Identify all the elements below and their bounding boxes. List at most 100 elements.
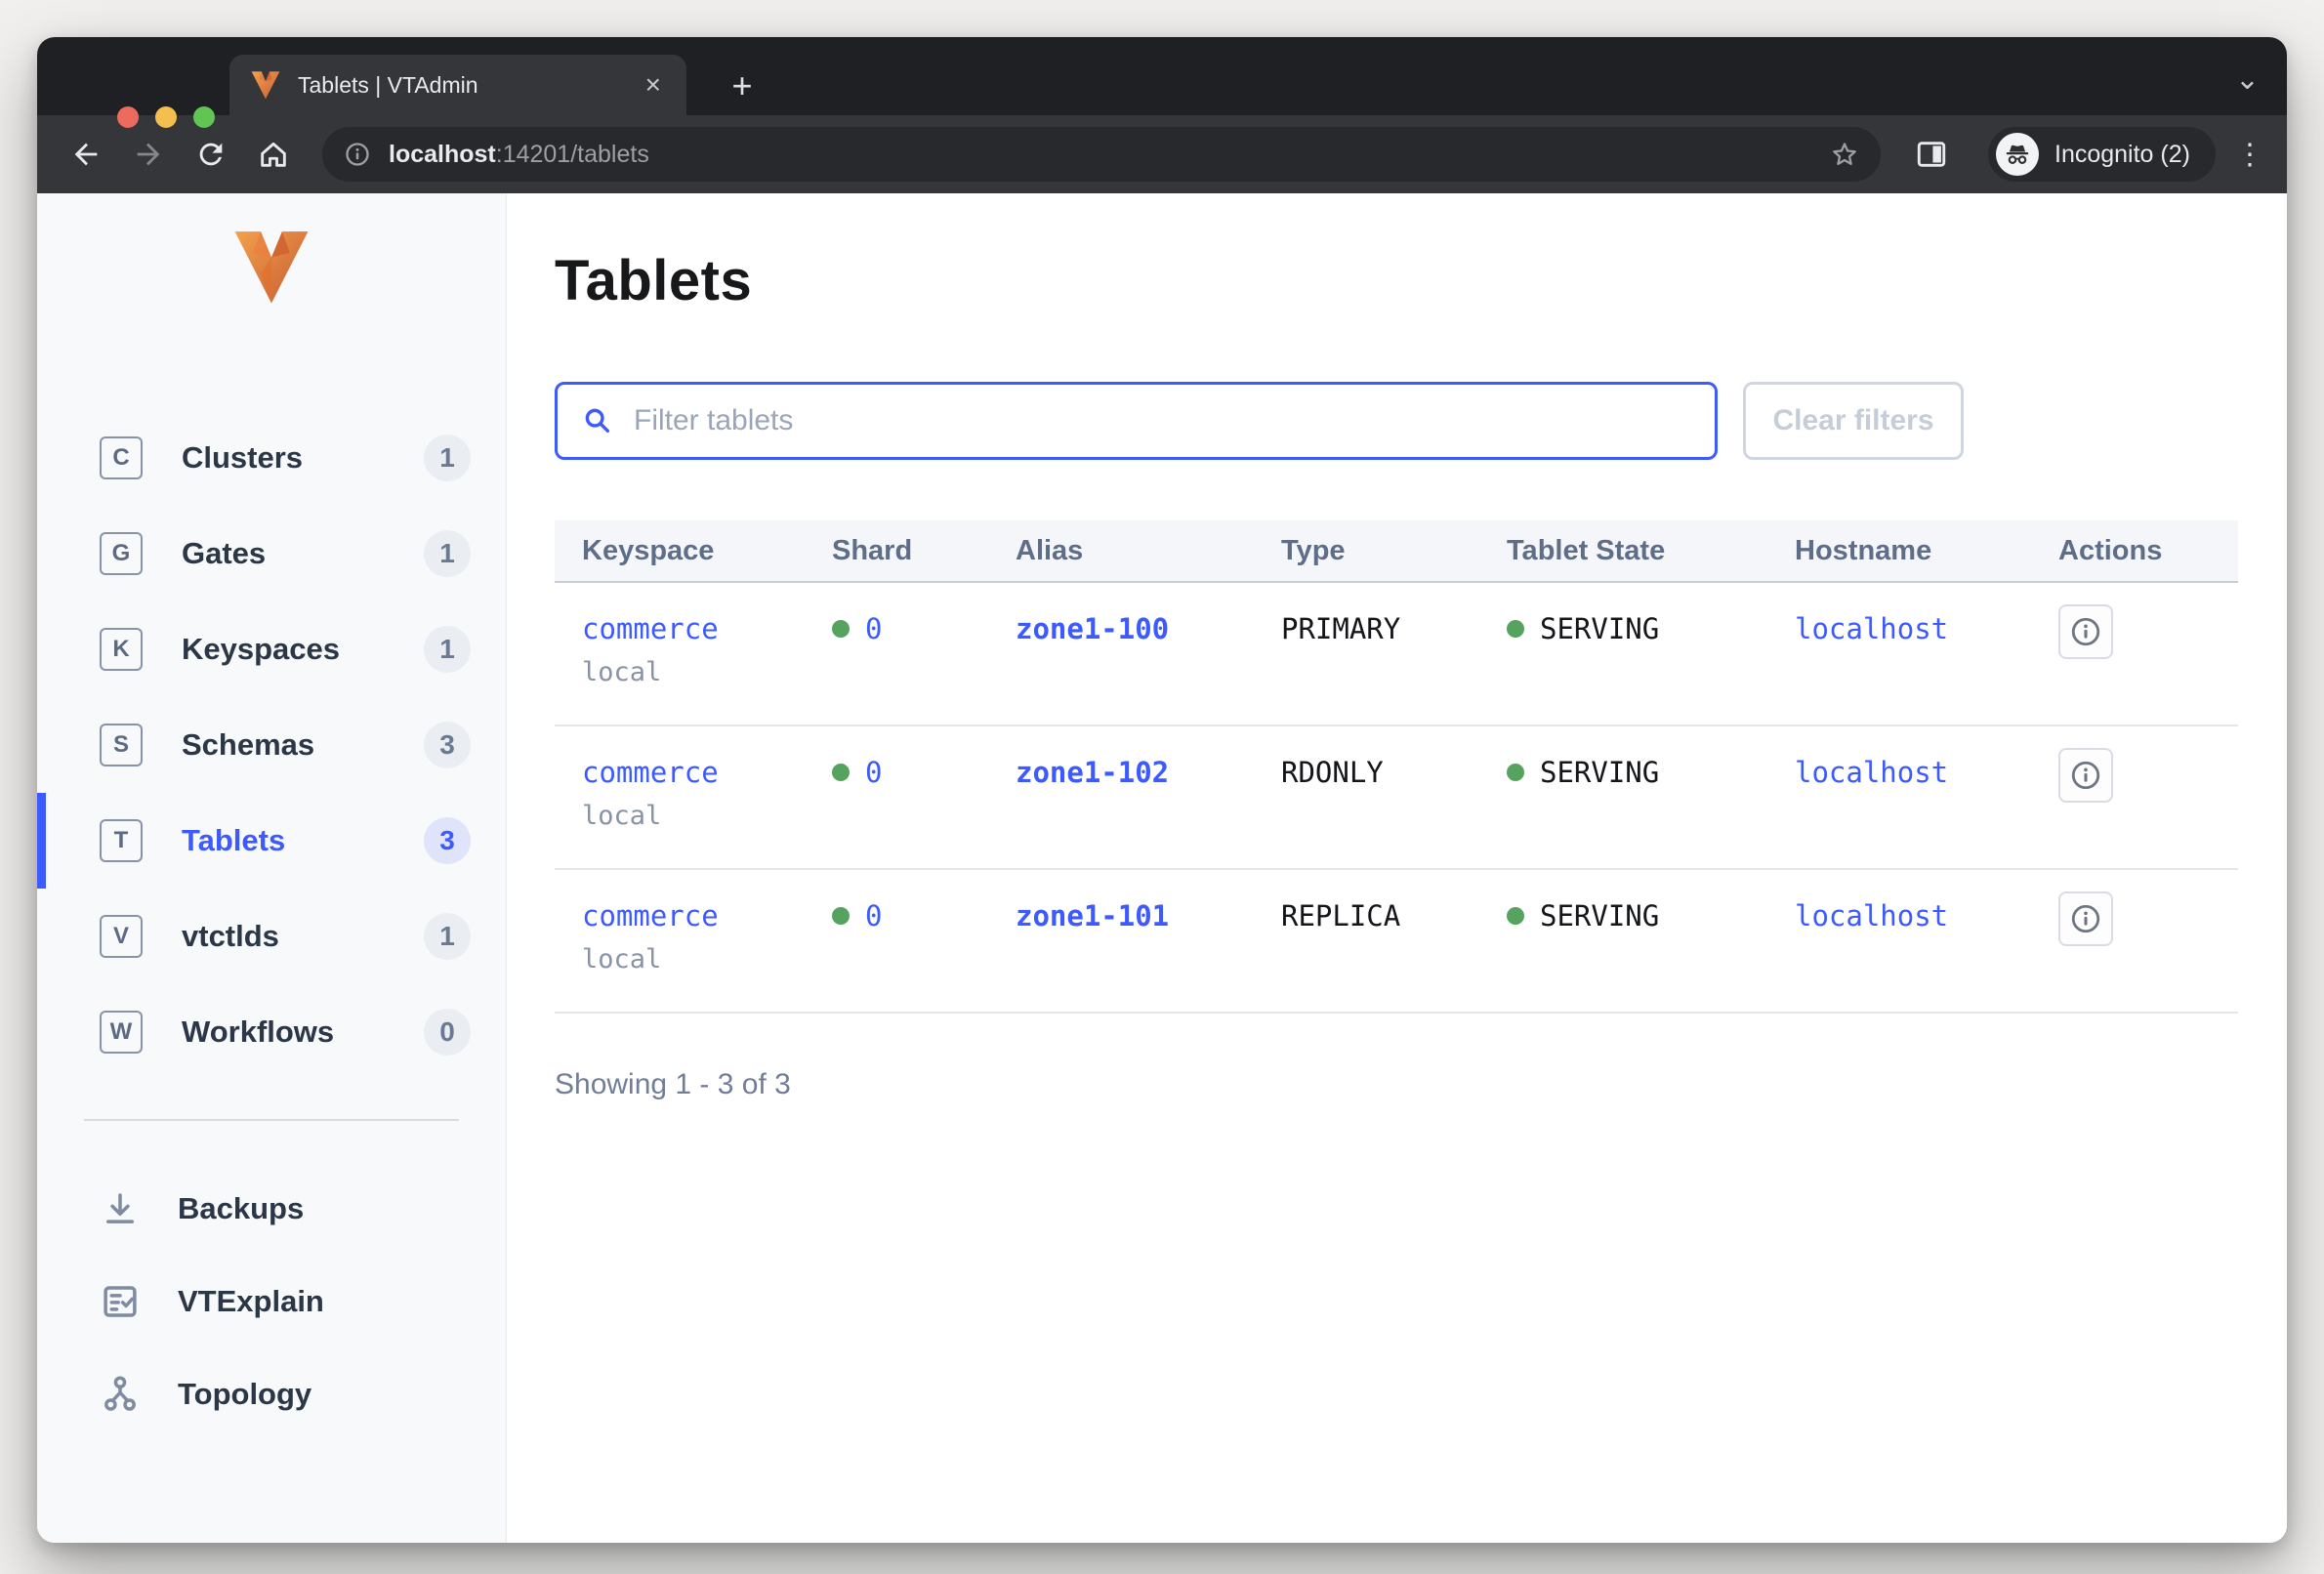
- keyspace-link[interactable]: commerce: [582, 756, 719, 789]
- shard-link[interactable]: 0: [865, 899, 883, 932]
- browser-menu-button[interactable]: ⋮: [2234, 138, 2264, 171]
- sidebar-item-label: Schemas: [182, 727, 315, 762]
- alias-cell: zone1-101: [988, 899, 1254, 932]
- tablet-info-button[interactable]: [2058, 604, 2113, 659]
- shard-cell: 0: [805, 756, 988, 789]
- alias-link[interactable]: zone1-101: [1016, 899, 1170, 932]
- reload-button[interactable]: [184, 127, 238, 182]
- sidebar-item-schemas[interactable]: S Schemas 3: [37, 697, 506, 793]
- sidebar-item-label: Workflows: [182, 1015, 335, 1049]
- close-window-button[interactable]: [117, 106, 139, 128]
- sidebar-item-label: VTExplain: [178, 1283, 324, 1318]
- column-header-shard: Shard: [832, 534, 913, 566]
- alias-link[interactable]: zone1-100: [1016, 612, 1170, 645]
- cluster-label: local: [582, 657, 662, 687]
- sidebar-item-keyspaces[interactable]: K Keyspaces 1: [37, 601, 506, 697]
- clusters-letter-icon: C: [100, 436, 143, 479]
- column-header-tablet-state: Tablet State: [1507, 534, 1666, 566]
- side-panel-icon: [1917, 142, 1946, 167]
- minimize-window-button[interactable]: [155, 106, 177, 128]
- shard-link[interactable]: 0: [865, 756, 883, 789]
- traffic-lights: [117, 106, 215, 128]
- incognito-label: Incognito (2): [2054, 140, 2190, 168]
- column-header-alias: Alias: [1016, 534, 1084, 566]
- table-row: commerce local 0 zone1-100 PRIMARY SERVI…: [555, 583, 2238, 726]
- table-header-row: Keyspace Shard Alias Type Tablet State H…: [555, 520, 2238, 583]
- alias-link[interactable]: zone1-102: [1016, 756, 1170, 789]
- sidebar-item-backups[interactable]: Backups: [37, 1162, 506, 1255]
- type-cell: PRIMARY: [1281, 612, 1401, 645]
- gates-letter-icon: G: [100, 532, 143, 575]
- filter-input-wrapper: [555, 382, 1718, 460]
- cluster-label: local: [582, 944, 662, 974]
- bookmark-star-icon[interactable]: [1830, 140, 1859, 169]
- side-panel-button[interactable]: [1904, 127, 1959, 182]
- tablets-table: Keyspace Shard Alias Type Tablet State H…: [555, 520, 2238, 1014]
- hostname-link[interactable]: localhost: [1795, 899, 1949, 932]
- back-button[interactable]: [59, 127, 113, 182]
- reload-icon: [199, 143, 223, 166]
- address-bar[interactable]: localhost:14201/tablets: [322, 127, 1881, 182]
- alias-cell: zone1-102: [988, 756, 1254, 789]
- workflows-letter-icon: W: [100, 1011, 143, 1054]
- shard-link[interactable]: 0: [865, 612, 883, 645]
- tablet-state-label: SERVING: [1540, 899, 1660, 932]
- selected-indicator: [37, 793, 46, 889]
- sidebar: C Clusters 1 G Gates 1 K Keyspaces 1: [37, 193, 507, 1543]
- new-tab-button[interactable]: +: [731, 65, 753, 105]
- keyspace-cell: commerce local: [555, 899, 805, 974]
- main-content: Tablets Clear filters Keyspace Shard Ali…: [507, 193, 2287, 1543]
- column-header-hostname: Hostname: [1795, 534, 1932, 566]
- topology-icon: [104, 1375, 136, 1411]
- sidebar-item-vtctlds[interactable]: V vtctlds 1: [37, 889, 506, 984]
- home-button[interactable]: [246, 127, 301, 182]
- table-row: commerce local 0 zone1-102 RDONLY SERVIN…: [555, 726, 2238, 870]
- cluster-label: local: [582, 801, 662, 831]
- count-badge: 0: [424, 1009, 471, 1056]
- tablet-state-cell: SERVING: [1479, 612, 1767, 645]
- tablet-state-label: SERVING: [1540, 756, 1660, 789]
- browser-toolbar: localhost:14201/tablets Incognit: [37, 115, 2287, 193]
- maximize-window-button[interactable]: [193, 106, 215, 128]
- sidebar-item-label: Clusters: [182, 440, 304, 475]
- sidebar-item-clusters[interactable]: C Clusters 1: [37, 410, 506, 506]
- back-arrow-icon: [74, 143, 98, 166]
- sidebar-item-tablets[interactable]: T Tablets 3: [37, 793, 506, 889]
- count-badge: 1: [424, 435, 471, 481]
- url-text: localhost:14201/tablets: [389, 140, 649, 168]
- hostname-link[interactable]: localhost: [1795, 756, 1949, 789]
- clear-filters-button[interactable]: Clear filters: [1743, 382, 1964, 460]
- actions-cell: [2031, 748, 2238, 803]
- sidebar-item-topology[interactable]: Topology: [37, 1347, 506, 1440]
- tab-close-icon[interactable]: ×: [644, 69, 661, 100]
- keyspace-link[interactable]: commerce: [582, 899, 719, 932]
- shard-cell: 0: [805, 612, 988, 645]
- vtctlds-letter-icon: V: [100, 915, 143, 958]
- sidebar-item-workflows[interactable]: W Workflows 0: [37, 984, 506, 1080]
- vitess-favicon: [251, 71, 280, 100]
- sidebar-item-gates[interactable]: G Gates 1: [37, 506, 506, 601]
- keyspace-cell: commerce local: [555, 756, 805, 831]
- document-check-icon: [104, 1285, 137, 1317]
- filter-tablets-input[interactable]: [634, 404, 1691, 437]
- hostname-link[interactable]: localhost: [1795, 612, 1949, 645]
- browser-tab[interactable]: Tablets | VTAdmin ×: [229, 55, 686, 115]
- tablet-info-button[interactable]: [2058, 891, 2113, 946]
- info-icon: [2071, 617, 2100, 646]
- incognito-badge: Incognito (2): [1988, 127, 2216, 182]
- sidebar-item-vtexplain[interactable]: VTExplain: [37, 1255, 506, 1347]
- keyspaces-letter-icon: K: [100, 628, 143, 671]
- tab-strip: Tablets | VTAdmin × + ⌄: [37, 37, 2287, 128]
- forward-button[interactable]: [121, 127, 176, 182]
- results-count: Showing 1 - 3 of 3: [555, 1068, 791, 1100]
- column-header-actions: Actions: [2058, 534, 2163, 566]
- window-chevron-icon[interactable]: ⌄: [2234, 63, 2260, 96]
- tablet-info-button[interactable]: [2058, 748, 2113, 803]
- site-info-icon[interactable]: [344, 141, 371, 168]
- sidebar-item-label: Gates: [182, 536, 267, 570]
- filter-row: Clear filters: [555, 382, 2287, 460]
- shard-status-dot: [832, 764, 850, 781]
- serving-status-dot: [1507, 620, 1524, 638]
- keyspace-link[interactable]: commerce: [582, 612, 719, 645]
- schemas-letter-icon: S: [100, 724, 143, 766]
